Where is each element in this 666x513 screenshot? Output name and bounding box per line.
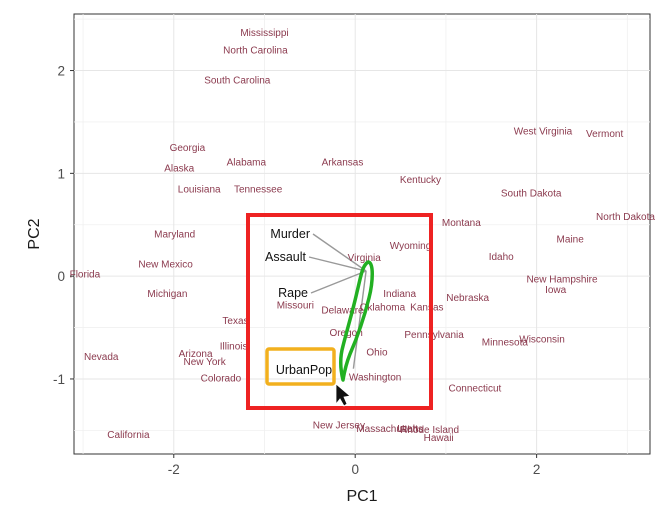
state-label: New Mexico (138, 259, 193, 270)
y-tick-label: 0 (57, 269, 65, 284)
state-label: Maryland (154, 230, 195, 241)
y-tick-label: -1 (53, 372, 65, 387)
loading-arrow (310, 270, 367, 294)
state-label: Texas (222, 316, 248, 327)
state-label: Georgia (170, 143, 206, 154)
state-label: Minnesota (482, 337, 529, 348)
loading-arrows (308, 233, 367, 369)
state-label: Delaware (321, 306, 364, 317)
state-label: California (107, 430, 150, 441)
variable-label: Rape (278, 286, 308, 300)
highlight-box-red (246, 213, 433, 410)
state-label: Florida (70, 270, 101, 281)
x-tick-label: 2 (533, 462, 541, 477)
state-label: Indiana (383, 289, 416, 300)
state-label: Arkansas (322, 158, 364, 169)
plot-panel (73, 13, 651, 455)
state-label: Mississippi (240, 28, 288, 39)
state-label: Nebraska (446, 293, 489, 304)
state-label: Pennsylvania (404, 330, 464, 341)
state-label: Illinois (220, 342, 248, 353)
variable-label: UrbanPop (276, 363, 332, 377)
state-label: Louisiana (178, 184, 221, 195)
state-label: Washington (349, 372, 401, 383)
state-label: Utah (397, 424, 418, 435)
state-label: Tennessee (234, 184, 283, 195)
annotations (246, 213, 433, 410)
cursor-arrow-icon (335, 383, 351, 407)
x-tick-label: -2 (168, 462, 180, 477)
y-tick-label: 2 (57, 64, 65, 79)
state-label: Kentucky (400, 175, 441, 186)
y-axis-title: PC2 (26, 218, 43, 249)
state-label: Connecticut (449, 384, 502, 395)
state-label: West Virginia (514, 127, 573, 138)
highlight-box-orange (265, 347, 336, 386)
state-label: Arizona (179, 349, 213, 360)
highlight-stroke-green (338, 260, 374, 382)
state-label: Alaska (164, 164, 194, 175)
state-label: Iowa (545, 285, 567, 296)
state-label: South Carolina (204, 75, 271, 86)
state-label: Ohio (366, 348, 388, 359)
x-tick-label: 0 (351, 462, 359, 477)
state-label: New York (183, 357, 226, 368)
state-label: Missouri (277, 300, 314, 311)
axis-ticks: -2 0 2 -1 0 1 2 (53, 64, 540, 477)
state-labels: Mississippi North Carolina South Carolina G… (70, 28, 656, 444)
y-tick-label: 1 (57, 166, 65, 181)
state-label: North Dakota (596, 212, 655, 223)
state-label: Michigan (147, 289, 187, 300)
state-label: Vermont (586, 129, 623, 140)
loading-arrow (312, 233, 367, 272)
state-label: New Hampshire (526, 275, 598, 286)
state-label: Wisconsin (519, 334, 565, 345)
state-label: Rhode Island (400, 425, 459, 436)
variable-label: Assault (265, 250, 307, 264)
state-label: South Dakota (501, 188, 562, 199)
state-label: Montana (442, 218, 481, 229)
state-label: Alabama (227, 158, 267, 169)
x-axis-title: PC1 (346, 488, 377, 505)
state-label: Kansas (410, 302, 443, 313)
state-label: Maine (557, 235, 585, 246)
state-label: Nevada (84, 352, 119, 363)
state-label: Colorado (201, 373, 242, 384)
state-label: Wyoming (390, 241, 432, 252)
grid-layer (74, 14, 650, 454)
state-label: Idaho (489, 252, 514, 263)
state-label: Massachusetts (356, 424, 423, 435)
state-label: North Carolina (223, 45, 288, 56)
state-label: Virginia (348, 253, 382, 264)
variable-labels: Murder Assault Rape UrbanPop (265, 227, 332, 377)
loading-arrow (352, 270, 367, 369)
state-label: Hawaii (424, 433, 454, 444)
loading-arrow (308, 256, 367, 272)
state-label: Oklahoma (360, 302, 406, 313)
variable-label: Murder (270, 227, 310, 241)
state-label: New Jersey (313, 421, 365, 432)
